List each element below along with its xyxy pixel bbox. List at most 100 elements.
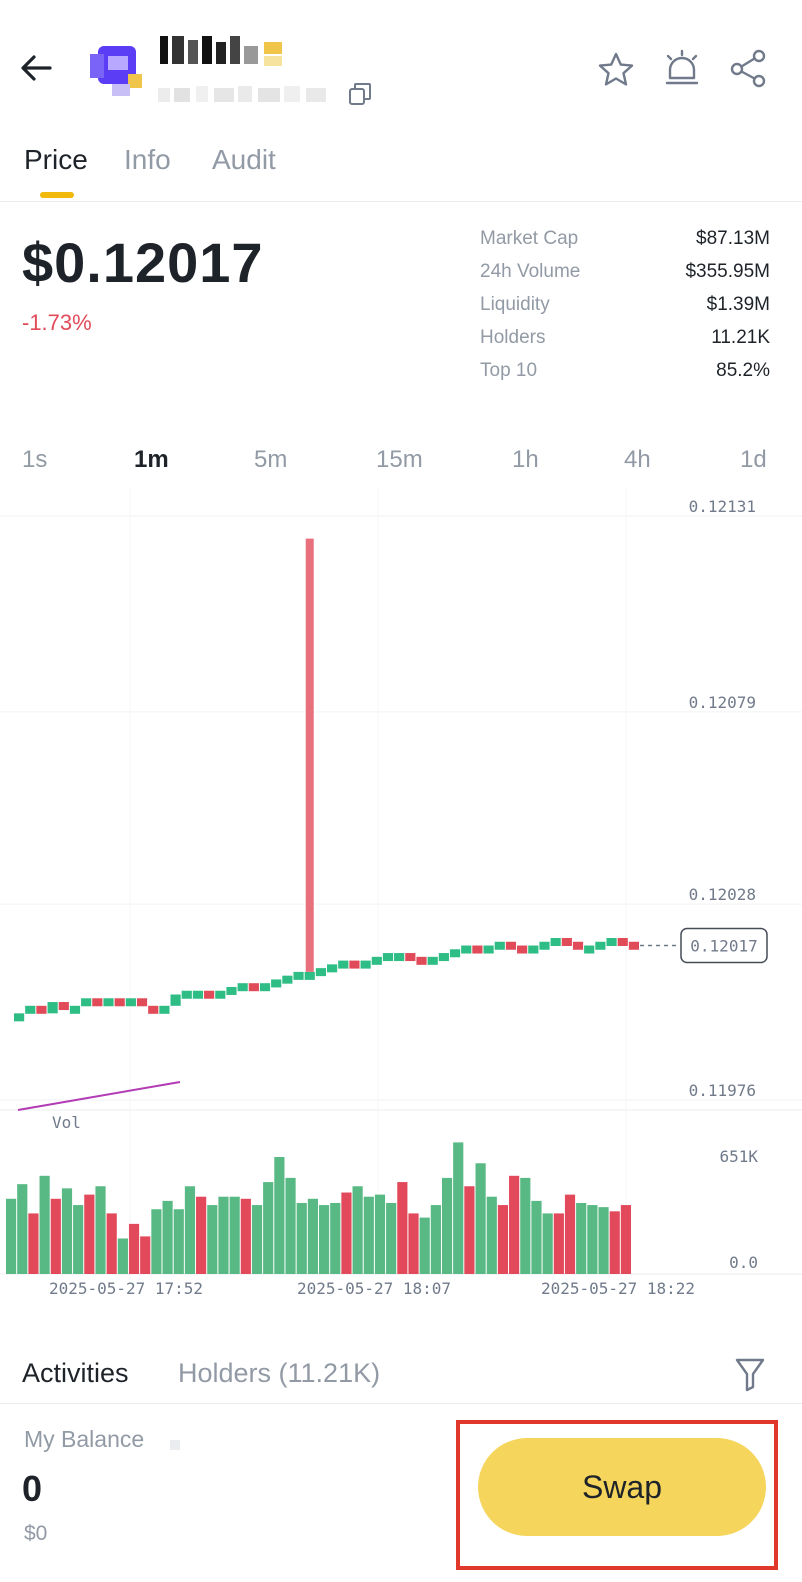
volume-bar (531, 1200, 542, 1274)
chart-labels: 0.12131 0.12079 0.12028 0.11976 0.12017 Vol 65… (49, 497, 768, 1298)
candle (427, 956, 438, 965)
volume-bar (251, 1205, 263, 1274)
y-tick-label: 0.12028 (689, 885, 756, 904)
volume-bar (419, 1217, 430, 1274)
candle (170, 994, 181, 1006)
candle (181, 990, 192, 999)
activities-tabs: Activities Holders (11.21K) (0, 1352, 802, 1404)
tab-activities[interactable]: Activities (22, 1358, 129, 1388)
tab-info[interactable]: Info (124, 144, 171, 175)
volume-bar (587, 1205, 598, 1274)
stat-liquidity: Liquidity $1.39M (480, 294, 770, 327)
tab-holders[interactable]: Holders (11.21K) (178, 1358, 381, 1388)
volume-bar (184, 1186, 196, 1274)
volume-bar (229, 1196, 240, 1274)
volume-bar (140, 1236, 151, 1274)
candle (617, 937, 628, 946)
candle (561, 937, 572, 946)
volume-bar (386, 1202, 397, 1274)
stat-top-10: Top 10 85.2% (480, 360, 770, 393)
volume-bar (486, 1196, 497, 1274)
candle (550, 937, 561, 946)
interval-1m[interactable]: 1m (134, 446, 169, 473)
candle (595, 941, 606, 950)
token-address-redacted (158, 86, 326, 102)
interval-1h[interactable]: 1h (512, 446, 539, 473)
candle (449, 949, 461, 958)
candle (159, 1005, 170, 1014)
share-icon[interactable] (728, 48, 768, 88)
volume-bar (128, 1223, 140, 1274)
candle (483, 945, 494, 954)
back-arrow-icon[interactable] (16, 48, 56, 88)
candle (349, 960, 360, 969)
current-price: $0.12017 (22, 231, 264, 294)
volume-bar (598, 1207, 609, 1274)
stat-market-cap: Market Cap $87.13M (480, 228, 770, 261)
stat-value: 85.2% (716, 360, 770, 381)
y-tick-label: 0.12131 (689, 497, 756, 516)
volume-bar (363, 1196, 374, 1274)
volume-tick-label: 0.0 (729, 1253, 758, 1272)
volume-bar (609, 1211, 620, 1274)
spike-wick (305, 538, 314, 972)
token-name-redacted (160, 36, 282, 66)
volume-label: Vol (52, 1113, 81, 1132)
volume-bar (73, 1205, 84, 1274)
candle (148, 1005, 159, 1014)
interval-5m[interactable]: 5m (254, 446, 288, 473)
volume-bar (50, 1198, 61, 1274)
stat-label: Top 10 (480, 360, 538, 381)
candle (237, 983, 248, 992)
price-chart[interactable]: 0.12131 0.12079 0.12028 0.11976 0.12017 Vol 65… (0, 488, 802, 1308)
candle (14, 1013, 25, 1022)
interval-4h[interactable]: 4h (624, 446, 651, 473)
candles (14, 538, 680, 1111)
volume-bar (95, 1186, 106, 1274)
filter-icon[interactable] (734, 1356, 766, 1392)
stat-label: Market Cap (480, 228, 579, 249)
candle (472, 945, 483, 954)
bottom-bar: My Balance 0 $0 Swap (0, 1406, 802, 1582)
stat-label: Liquidity (480, 294, 550, 315)
volume-bar (307, 1198, 318, 1274)
candle (58, 1002, 69, 1011)
candle (315, 968, 326, 977)
candle (606, 937, 617, 946)
volume-bars (6, 1142, 631, 1274)
candle (114, 998, 125, 1007)
interval-15m[interactable]: 15m (376, 446, 423, 473)
star-icon[interactable] (596, 50, 636, 90)
volume-bar (509, 1175, 520, 1274)
y-tick-label: 0.12079 (689, 693, 756, 712)
volume-bar (464, 1186, 475, 1274)
stat-value: $355.95M (685, 261, 770, 282)
candle (584, 945, 595, 954)
candle (226, 986, 237, 995)
stat-label: 24h Volume (480, 261, 581, 282)
candle (103, 998, 114, 1007)
volume-bar (263, 1182, 274, 1274)
volume-bar (218, 1196, 229, 1274)
volume-bar (28, 1213, 39, 1274)
swap-button[interactable]: Swap (478, 1438, 766, 1536)
token-stats: Market Cap $87.13M 24h Volume $355.95M L… (480, 228, 770, 393)
candle (371, 956, 382, 965)
interval-1s[interactable]: 1s (22, 446, 48, 473)
alert-bell-icon[interactable] (662, 48, 702, 88)
candle (192, 990, 204, 999)
balance-value: 0 (22, 1468, 43, 1509)
candle (204, 990, 215, 999)
candle (25, 1005, 36, 1014)
tab-price[interactable]: Price (24, 144, 88, 175)
interval-1d[interactable]: 1d (740, 446, 767, 473)
candle (92, 998, 103, 1007)
volume-bar (117, 1238, 128, 1274)
tab-audit[interactable]: Audit (212, 144, 276, 175)
stat-value: $1.39M (706, 294, 770, 315)
copy-icon[interactable] (346, 80, 374, 108)
candle (539, 941, 550, 950)
stat-holders: Holders 11.21K (480, 327, 770, 360)
candle (125, 998, 136, 1007)
y-tick-label: 0.11976 (689, 1081, 756, 1100)
